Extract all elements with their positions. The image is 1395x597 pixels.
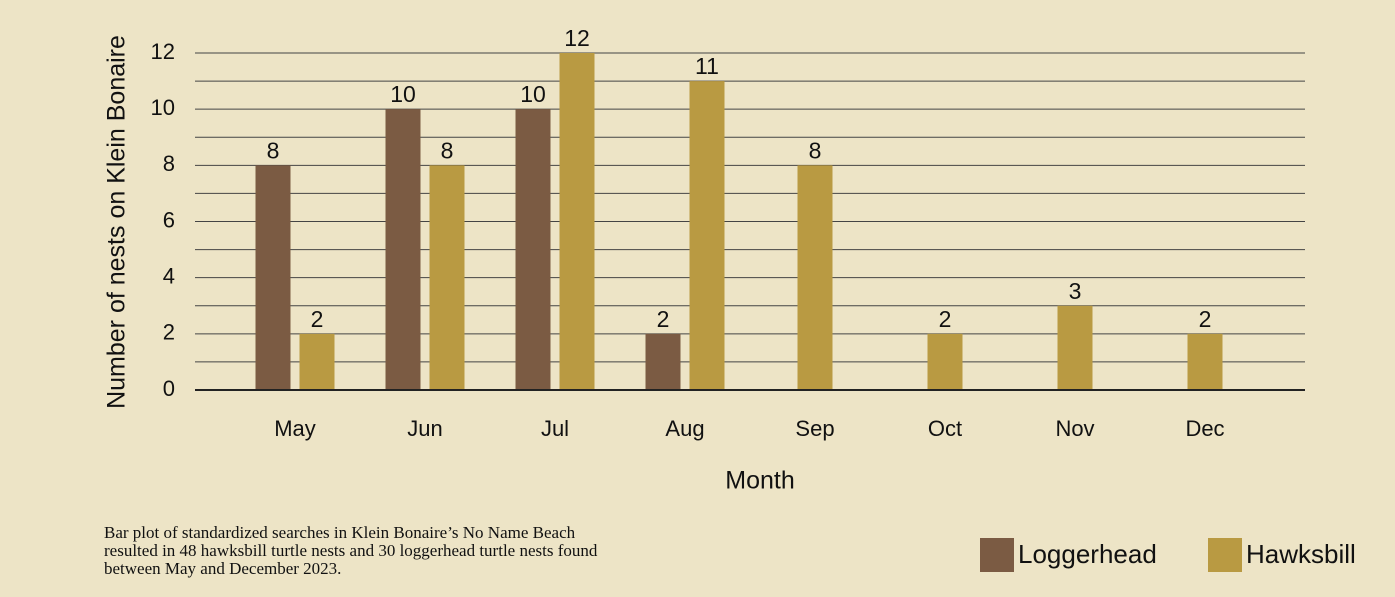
y-tick-label: 10	[151, 95, 175, 120]
value-label: 11	[695, 53, 719, 79]
value-label: 8	[809, 137, 822, 163]
x-tick-label: May	[274, 416, 316, 441]
x-tick-label: Dec	[1185, 416, 1224, 441]
value-label: 10	[390, 81, 416, 107]
value-label: 10	[520, 81, 546, 107]
y-tick-label: 6	[163, 207, 175, 232]
legend-label: Hawksbill	[1246, 539, 1356, 569]
y-tick-label: 8	[163, 151, 175, 176]
bar	[1187, 333, 1223, 390]
bar	[1057, 305, 1093, 390]
y-axis-title: Number of nests on Klein Bonaire	[103, 35, 131, 409]
bar	[645, 333, 681, 390]
caption-line: Bar plot of standardized searches in Kle…	[104, 523, 576, 542]
bar	[559, 53, 595, 390]
x-tick-label: Aug	[665, 416, 704, 441]
y-tick-label: 4	[163, 263, 175, 288]
x-tick-label: Jul	[541, 416, 569, 441]
x-tick-label: Nov	[1055, 416, 1094, 441]
bar	[515, 109, 551, 391]
legend-swatch	[1208, 538, 1242, 572]
value-label: 2	[1199, 306, 1212, 332]
x-tick-label: Sep	[795, 416, 834, 441]
x-tick-label: Oct	[928, 416, 962, 441]
y-tick-label: 0	[163, 376, 175, 401]
value-label: 12	[564, 25, 590, 51]
legend-label: Loggerhead	[1018, 539, 1157, 569]
bar	[385, 109, 421, 391]
legend-swatch	[980, 538, 1014, 572]
value-label: 3	[1069, 278, 1082, 304]
x-tick-label: Jun	[407, 416, 442, 441]
y-tick-label: 2	[163, 320, 175, 345]
x-axis-title: Month	[725, 467, 794, 495]
caption-line: resulted in 48 hawksbill turtle nests an…	[104, 541, 598, 560]
bar	[927, 333, 963, 390]
caption-line: between May and December 2023.	[104, 559, 341, 578]
y-tick-label: 12	[151, 39, 175, 64]
bar	[689, 81, 725, 390]
bar	[429, 165, 465, 390]
bar	[299, 333, 335, 390]
value-label: 2	[311, 306, 324, 332]
value-label: 8	[441, 137, 454, 163]
bar	[255, 165, 291, 390]
value-label: 8	[267, 137, 280, 163]
value-label: 2	[657, 306, 670, 332]
value-label: 2	[939, 306, 952, 332]
bar	[797, 165, 833, 390]
